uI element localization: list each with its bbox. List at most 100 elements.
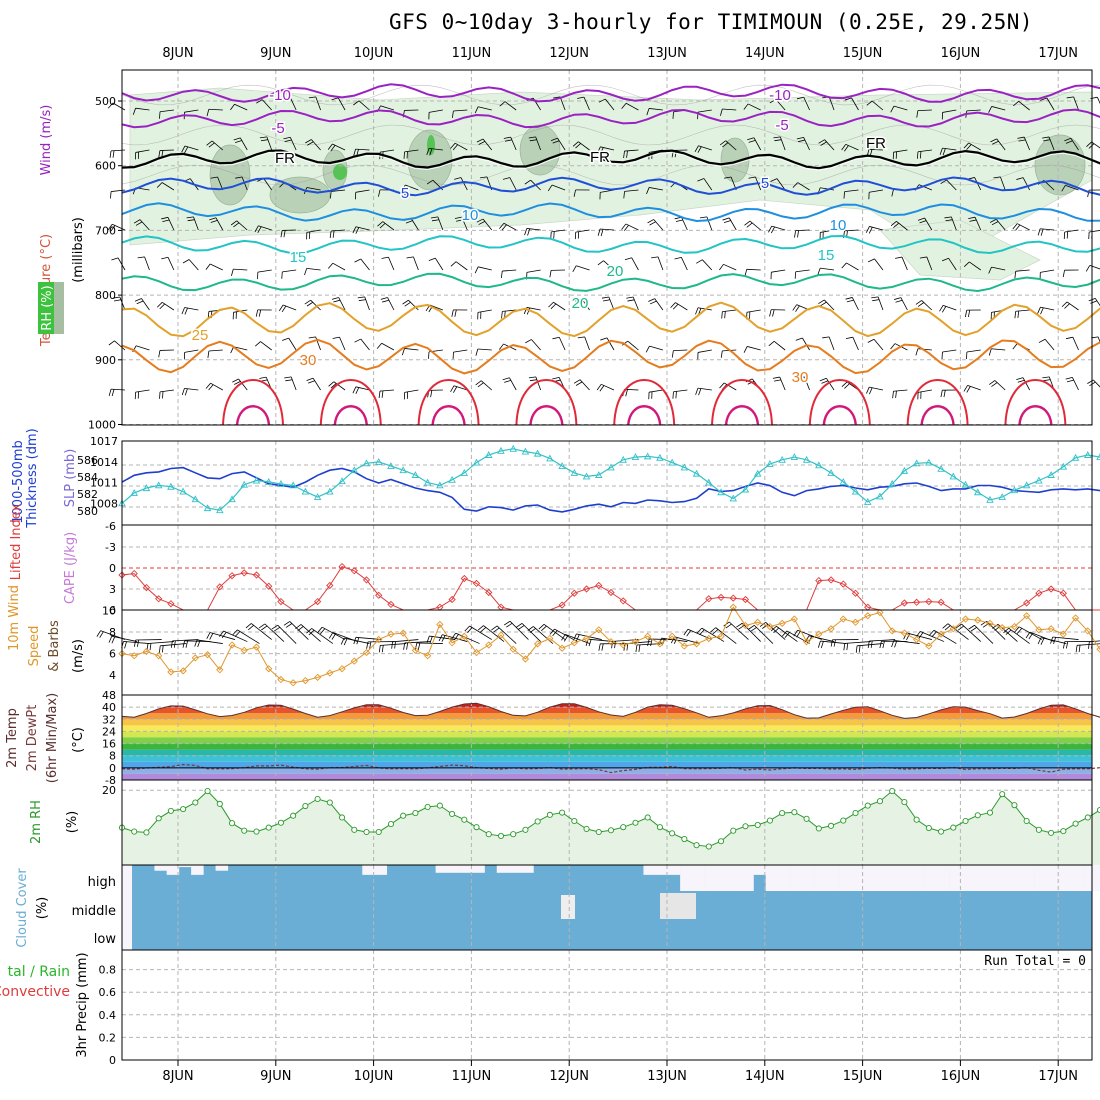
wind-speed-marker xyxy=(472,648,481,657)
wind-barb-flag xyxy=(506,623,513,628)
wind-barb-flag xyxy=(623,224,629,232)
wind-barb-flag xyxy=(1005,629,1012,635)
y-tick-label: 582 xyxy=(77,488,98,501)
wind-barb xyxy=(697,387,712,391)
wind-barb-flag xyxy=(572,141,579,147)
wind-barb-flag xyxy=(576,634,580,642)
axis-label: RH (%) xyxy=(40,285,55,330)
wind-barb-flag xyxy=(452,110,454,119)
wind-barb xyxy=(553,301,566,311)
wind-barb xyxy=(1022,177,1031,191)
wind-barb xyxy=(986,621,1006,640)
slp-marker xyxy=(216,506,224,514)
cloud-gap-high xyxy=(447,865,461,873)
wind-barb xyxy=(1022,377,1031,391)
wind-barb-flag xyxy=(278,304,284,312)
slp-marker xyxy=(411,471,420,478)
wind-barb-flag xyxy=(895,256,903,259)
wind-barb xyxy=(649,345,664,351)
wind-barb xyxy=(135,149,150,153)
wind-barb xyxy=(804,376,810,391)
cloud-gap-high xyxy=(178,865,192,868)
rh-marker xyxy=(461,816,468,823)
precip-label-total: tal / Rain xyxy=(8,964,70,980)
y-tick-label: 586 xyxy=(77,454,98,467)
wind-barb-flag xyxy=(355,227,360,234)
wind-barb xyxy=(404,149,419,153)
wind-barb xyxy=(1023,136,1031,151)
wind-barb-flag xyxy=(353,148,356,156)
wind-barb xyxy=(994,380,1006,391)
wind-speed-marker xyxy=(460,632,468,640)
isotherm-35 xyxy=(222,379,284,426)
wind-barb xyxy=(893,639,920,644)
wind-barb-flag xyxy=(1042,136,1050,139)
wind-barb xyxy=(543,624,566,640)
wind-barb-flag xyxy=(501,224,507,231)
wind-barb xyxy=(653,219,664,231)
wind-speed-marker xyxy=(802,638,811,646)
wind-panel: 4 6 8 10 10m Wind Speed & Barbs (m/s) xyxy=(7,585,1100,696)
rh-marker xyxy=(497,832,505,840)
lifted-index-marker xyxy=(375,591,383,599)
wind-barb-flag xyxy=(525,339,532,344)
wind-barb xyxy=(600,146,615,151)
rh-high-shading xyxy=(1034,134,1086,196)
wind-barb xyxy=(209,263,223,271)
rh-marker xyxy=(302,802,309,810)
wind-barb-flag xyxy=(124,641,127,649)
isotherm-line xyxy=(121,202,1100,223)
wind-barb-flag xyxy=(524,228,528,236)
wind-barb-flag xyxy=(377,221,384,227)
isotherm-line xyxy=(121,272,1100,293)
wind-barb-flag xyxy=(792,304,797,311)
wind-barb xyxy=(1066,301,1079,311)
wind-barb-flag xyxy=(550,303,557,310)
rh-marker xyxy=(326,799,333,806)
rh-marker xyxy=(974,812,981,819)
wind-barb-flag xyxy=(208,142,215,148)
wind-barb-flag xyxy=(552,140,560,144)
cloud-gap-high xyxy=(961,865,974,891)
rh-legend-swatch xyxy=(54,282,64,334)
rh-marker xyxy=(265,824,272,831)
rh-marker xyxy=(766,817,773,824)
wind-barb-flag xyxy=(818,139,825,144)
wind-barb-flag xyxy=(330,145,336,152)
wind-barb xyxy=(461,216,468,231)
wind-barb-flag xyxy=(796,136,804,140)
wind-barb xyxy=(551,229,566,233)
wind-barb-flag xyxy=(769,309,772,317)
wind-barb xyxy=(871,100,884,111)
isotherm-line xyxy=(121,338,1100,375)
axis-label-part: 2m RH xyxy=(29,800,44,844)
rh-marker xyxy=(705,843,712,850)
y-tick-label: 600 xyxy=(95,160,116,173)
wind-barb-flag xyxy=(414,642,418,650)
wind-barb-flag xyxy=(401,348,405,356)
wind-barb xyxy=(625,223,639,231)
wind-barb-flag xyxy=(381,390,384,398)
wind-barb-flag xyxy=(991,382,998,387)
axis-label: 10m Wind xyxy=(7,585,22,651)
temp-band xyxy=(122,731,1092,738)
wind-barb-flag xyxy=(327,262,334,269)
slp-marker xyxy=(986,495,994,503)
slp-marker xyxy=(643,452,652,460)
slp-marker xyxy=(778,455,786,463)
wind-barb xyxy=(1019,626,1043,640)
wind-barb xyxy=(521,623,541,642)
date-label-bottom: 13JUN xyxy=(647,1069,687,1084)
wind-barb xyxy=(306,229,321,233)
wind-barb-flag xyxy=(719,140,727,146)
wind-barb xyxy=(469,625,492,640)
wind-barb xyxy=(673,349,688,352)
cloud-gap-middle xyxy=(660,893,696,919)
slp-marker xyxy=(338,477,346,485)
wind-barb-flag xyxy=(598,98,606,103)
wind-barb-flag xyxy=(651,256,659,259)
wind-barb-flag xyxy=(1040,307,1044,315)
cloud-gap-high xyxy=(1095,865,1100,891)
wind-barb-flag xyxy=(819,377,827,382)
wind-barb xyxy=(747,103,761,111)
